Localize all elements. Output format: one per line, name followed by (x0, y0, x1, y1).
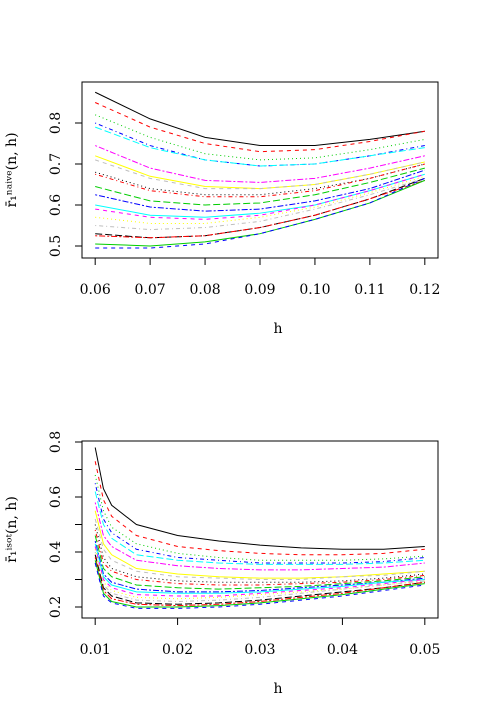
x-tick-label: 0.05 (409, 642, 440, 658)
y-tick-label: 0.6 (48, 486, 64, 508)
x-tick-label: 0.11 (354, 282, 385, 298)
series-line (94, 551, 425, 603)
series-line (94, 474, 425, 561)
series-line (94, 560, 425, 608)
series-line (94, 102, 425, 153)
x-axis-label: h (273, 321, 282, 337)
series-line (94, 535, 425, 590)
series-line (94, 554, 425, 605)
y-tick-label: 0.5 (48, 235, 64, 257)
series-line (94, 461, 425, 556)
x-tick-label: 0.08 (189, 282, 220, 298)
series-line (95, 179, 425, 239)
series-line (95, 163, 425, 196)
y-tick-label: 0.8 (48, 112, 64, 134)
y-tick-label: 0.2 (48, 596, 64, 618)
series-line (94, 91, 425, 147)
series-line (94, 546, 425, 597)
series-line (94, 549, 425, 600)
x-tick-label: 0.04 (327, 642, 358, 658)
series-line (95, 173, 425, 218)
x-tick-label: 0.02 (162, 642, 193, 658)
y-tick-label: 0.6 (48, 194, 64, 216)
x-tick-label: 0.12 (409, 282, 440, 298)
series-line (95, 169, 425, 212)
y-tick-label: 0.4 (48, 541, 64, 563)
y-axis-label: r̄₁ⁱˢᵒᵗ(n, h) (4, 496, 20, 563)
y-tick-label: 0.7 (48, 153, 64, 175)
x-tick-label: 0.07 (135, 282, 166, 298)
series-line (94, 502, 425, 571)
series-line (94, 524, 425, 583)
series-line (94, 543, 425, 594)
x-tick-label: 0.06 (80, 282, 111, 298)
series-line (95, 155, 425, 190)
series-line (94, 491, 425, 565)
x-tick-label: 0.01 (80, 642, 111, 658)
x-axis-label: h (273, 681, 282, 697)
series-line (95, 163, 425, 198)
series-line (94, 510, 425, 579)
x-tick-label: 0.10 (299, 282, 330, 298)
y-tick-label: 0.8 (48, 431, 64, 453)
x-tick-label: 0.09 (244, 282, 275, 298)
series-line (94, 518, 425, 580)
series-line (95, 145, 425, 183)
series-line (95, 126, 425, 167)
series-line (94, 529, 425, 586)
series-line (95, 159, 425, 190)
series-line (94, 447, 425, 550)
series-line (95, 177, 425, 231)
series-line (94, 557, 425, 607)
series-line (94, 483, 425, 564)
series-line (94, 562, 425, 609)
series-line (94, 540, 425, 593)
series-line (95, 167, 425, 206)
plot-frame (81, 81, 439, 259)
series-line (95, 114, 425, 161)
series-line (95, 177, 426, 249)
y-axis-label: r̄₁ⁿᵃⁱᵛᵉ(n, h) (4, 132, 20, 207)
x-tick-label: 0.03 (244, 642, 275, 658)
